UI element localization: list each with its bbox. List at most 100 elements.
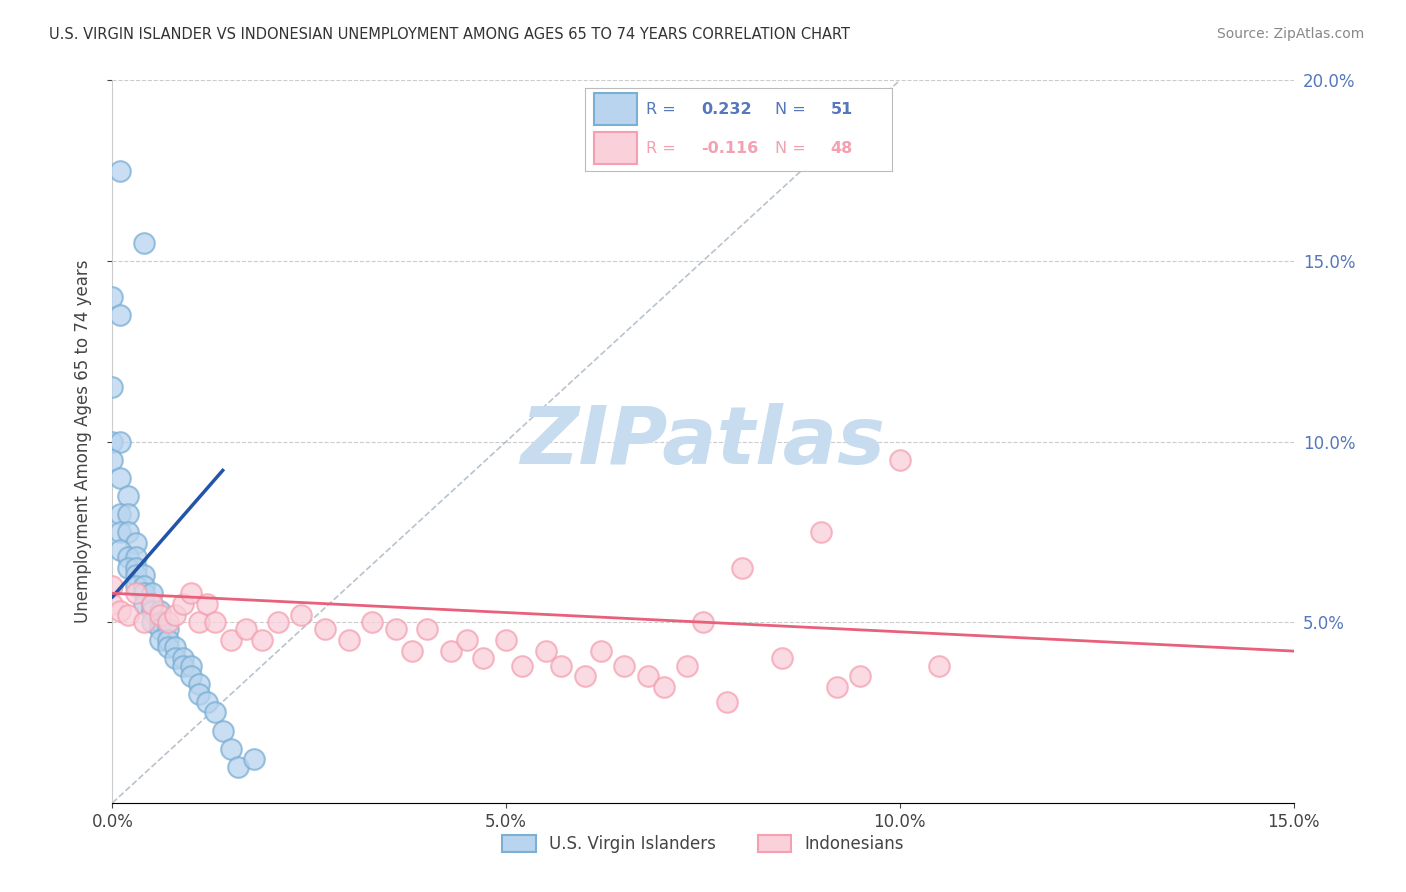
Point (149, 623, 172, 637)
Point (188, 676, 211, 690)
Y-axis label: Unemployment Among Ages 65 to 74 years: Unemployment Among Ages 65 to 74 years (73, 260, 91, 624)
Point (385, 623, 408, 637)
Point (101, 579, 124, 593)
Point (149, 615, 172, 630)
Point (156, 633, 179, 648)
Point (235, 623, 257, 637)
Point (361, 615, 384, 630)
Point (125, 550, 148, 565)
Point (337, 633, 360, 648)
Point (510, 658, 533, 673)
Point (132, 579, 155, 593)
Point (110, 524, 132, 539)
Point (290, 607, 312, 622)
Text: Source: ZipAtlas.com: Source: ZipAtlas.com (1216, 27, 1364, 41)
Point (141, 597, 163, 611)
Point (141, 586, 163, 600)
Point (204, 615, 226, 630)
Point (495, 633, 517, 648)
Point (180, 669, 202, 683)
Point (141, 597, 163, 611)
Point (110, 604, 132, 618)
Point (589, 644, 612, 658)
Point (574, 669, 596, 683)
Point (117, 524, 139, 539)
Point (770, 651, 793, 665)
Point (243, 752, 266, 766)
Point (188, 615, 211, 630)
Point (149, 633, 172, 648)
Point (117, 507, 139, 521)
Point (188, 687, 211, 701)
Point (180, 658, 202, 673)
Point (101, 434, 124, 449)
Point (716, 695, 738, 709)
Point (101, 452, 124, 467)
Point (132, 586, 155, 600)
Point (637, 669, 659, 683)
Point (928, 658, 950, 673)
Point (117, 489, 139, 503)
Point (172, 651, 194, 665)
Point (141, 604, 163, 618)
Point (110, 308, 132, 322)
Point (180, 586, 202, 600)
Point (132, 235, 155, 250)
Point (117, 561, 139, 575)
Point (117, 607, 139, 622)
Point (825, 680, 848, 694)
Point (172, 658, 194, 673)
Point (101, 290, 124, 304)
Point (165, 651, 187, 665)
Point (219, 741, 242, 756)
Point (125, 535, 148, 549)
Point (228, 760, 250, 774)
Point (125, 586, 148, 600)
Point (101, 597, 124, 611)
Point (195, 597, 218, 611)
Point (110, 471, 132, 485)
Point (156, 640, 179, 655)
Point (550, 658, 572, 673)
Point (149, 604, 172, 618)
Point (101, 380, 124, 394)
Point (132, 615, 155, 630)
Point (125, 568, 148, 582)
Point (534, 644, 557, 658)
Point (849, 669, 872, 683)
Legend: U.S. Virgin Islanders, Indonesians: U.S. Virgin Islanders, Indonesians (496, 828, 910, 860)
Point (195, 695, 218, 709)
Point (165, 640, 187, 655)
Text: U.S. VIRGIN ISLANDER VS INDONESIAN UNEMPLOYMENT AMONG AGES 65 TO 74 YEARS CORREL: U.S. VIRGIN ISLANDER VS INDONESIAN UNEMP… (49, 27, 851, 42)
Point (692, 615, 714, 630)
Point (613, 658, 636, 673)
Point (456, 633, 478, 648)
Point (149, 607, 172, 622)
Point (125, 579, 148, 593)
Point (125, 561, 148, 575)
Point (110, 434, 132, 449)
Point (204, 706, 226, 720)
Point (267, 615, 290, 630)
Point (652, 680, 675, 694)
Point (416, 623, 439, 637)
Point (731, 561, 754, 575)
Point (676, 658, 699, 673)
Point (132, 597, 155, 611)
Point (440, 644, 463, 658)
Point (110, 542, 132, 557)
Point (889, 452, 911, 467)
Point (250, 633, 273, 648)
Point (172, 597, 194, 611)
Point (810, 524, 832, 539)
Point (110, 507, 132, 521)
Point (132, 568, 155, 582)
Text: ZIPatlas: ZIPatlas (520, 402, 886, 481)
Point (117, 550, 139, 565)
Point (165, 607, 187, 622)
Point (314, 623, 336, 637)
Point (211, 723, 233, 738)
Point (141, 615, 163, 630)
Point (156, 623, 179, 637)
Point (401, 644, 423, 658)
